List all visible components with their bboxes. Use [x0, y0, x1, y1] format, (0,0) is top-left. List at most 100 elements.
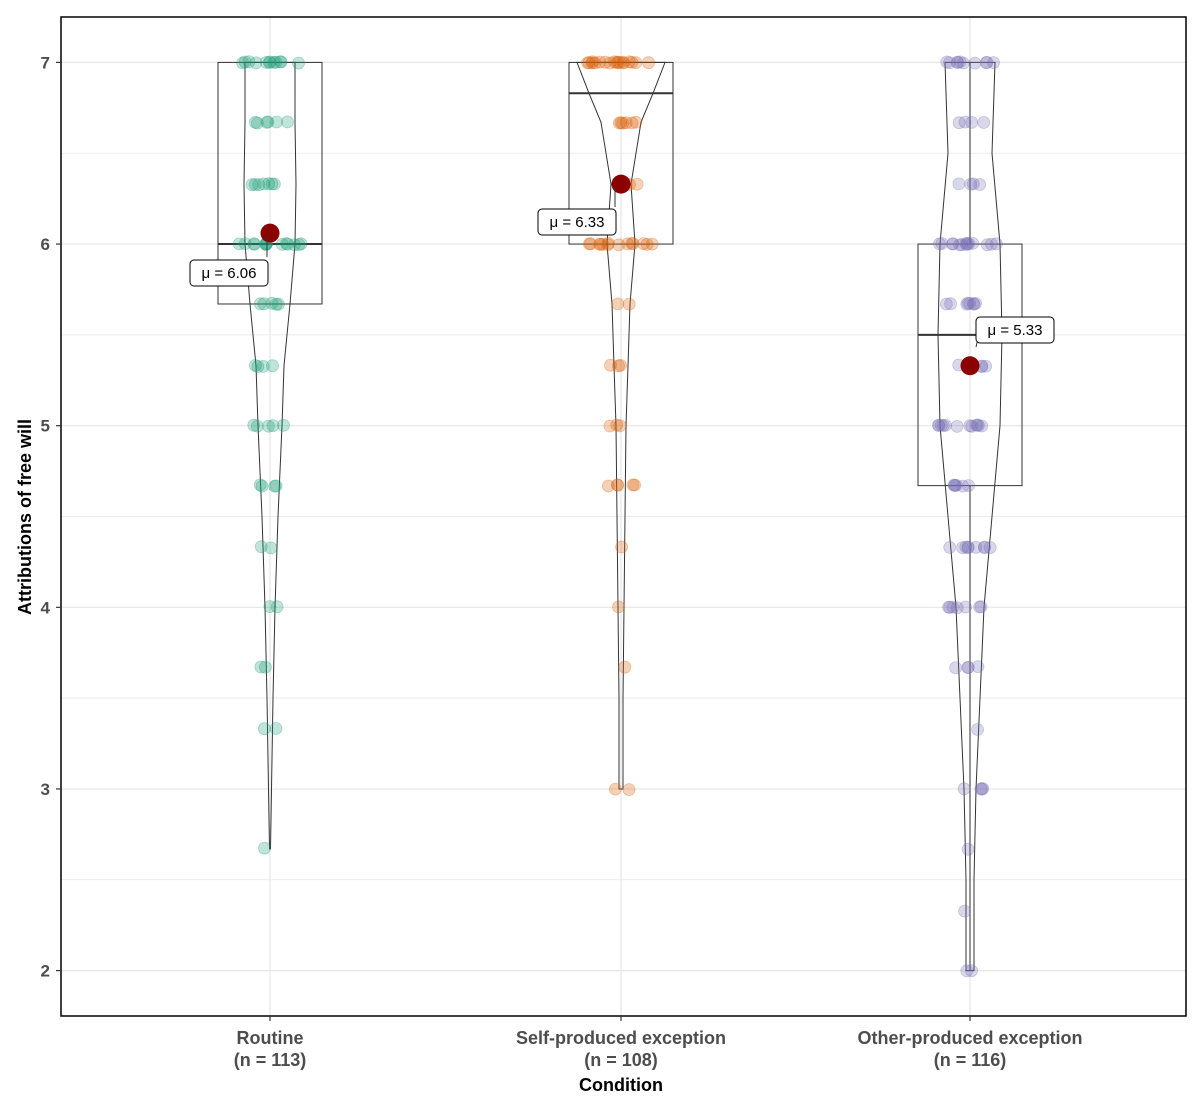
- y-tick-label: 7: [41, 53, 50, 72]
- data-point: [603, 419, 617, 433]
- mean-label-box: [537, 208, 617, 236]
- data-point: [275, 237, 289, 251]
- data-point: [953, 238, 966, 252]
- data-point: [611, 56, 625, 70]
- data-point: [958, 115, 972, 129]
- x-category-label: Routine: [237, 1028, 304, 1048]
- data-point: [611, 478, 625, 492]
- data-point: [267, 177, 281, 191]
- data-point: [263, 55, 277, 69]
- data-point: [269, 722, 283, 735]
- data-point: [601, 479, 615, 493]
- data-point: [943, 541, 957, 554]
- data-point: [612, 359, 625, 373]
- data-point: [966, 236, 980, 250]
- mean-label: μ = 6.33: [550, 214, 605, 231]
- data-point: [629, 115, 643, 129]
- data-point: [250, 116, 264, 130]
- data-point: [943, 600, 957, 614]
- mean-markers: [260, 174, 980, 376]
- data-point: [980, 238, 994, 252]
- data-point: [262, 177, 276, 191]
- x-category-n-label: (n = 116): [934, 1050, 1007, 1070]
- x-category-label: Other-produced exception: [857, 1028, 1082, 1048]
- data-point: [270, 600, 284, 614]
- data-point: [593, 237, 606, 251]
- data-point: [258, 660, 272, 674]
- data-point: [610, 55, 624, 69]
- data-point: [242, 55, 256, 69]
- data-point: [253, 478, 267, 492]
- data-point: [262, 419, 275, 433]
- data-point: [957, 56, 970, 70]
- box-2: [917, 243, 1023, 487]
- data-point: [990, 237, 1003, 251]
- data-point: [949, 661, 963, 675]
- data-point: [586, 55, 599, 69]
- data-point: [974, 782, 988, 796]
- data-point: [256, 359, 270, 373]
- data-point: [626, 237, 640, 250]
- data-point: [247, 418, 261, 432]
- data-point: [960, 238, 973, 252]
- data-point: [966, 177, 980, 191]
- data-point: [959, 236, 973, 250]
- data-point: [932, 418, 945, 432]
- data-point: [253, 297, 267, 311]
- data-point: [269, 55, 283, 69]
- data-point: [248, 178, 262, 191]
- data-point: [951, 55, 964, 69]
- data-point: [944, 297, 957, 311]
- data-point: [948, 479, 962, 492]
- data-point: [608, 55, 621, 69]
- data-point: [978, 540, 991, 554]
- data-point: [238, 55, 252, 69]
- data-point: [979, 359, 993, 373]
- data-point: [613, 55, 626, 69]
- data-point: [959, 540, 973, 554]
- data-point: [294, 237, 308, 251]
- data-point: [957, 782, 971, 796]
- data-point: [612, 238, 626, 252]
- data-point: [959, 600, 972, 614]
- x-category-label: Self-produced exception: [516, 1028, 726, 1048]
- data-point: [625, 237, 639, 250]
- data-point: [236, 56, 250, 70]
- data-point: [247, 237, 261, 251]
- data-point: [257, 722, 271, 736]
- data-point: [977, 116, 991, 129]
- data-point: [946, 237, 960, 251]
- data-point: [630, 177, 644, 191]
- data-point: [965, 964, 978, 978]
- data-point: [292, 56, 305, 70]
- data-point: [950, 601, 964, 615]
- data-point: [964, 177, 978, 191]
- data-point: [261, 115, 275, 129]
- data-point: [967, 297, 981, 311]
- data-point: [956, 479, 970, 493]
- data-point: [971, 723, 984, 736]
- data-point: [258, 841, 271, 855]
- data-point: [940, 297, 953, 311]
- data-point: [593, 55, 607, 69]
- data-point: [937, 419, 950, 432]
- data-point: [254, 660, 268, 674]
- data-point: [238, 237, 252, 251]
- data-point: [274, 55, 288, 69]
- data-point: [232, 237, 246, 251]
- data-point: [611, 297, 625, 311]
- data-point: [987, 56, 1000, 69]
- data-point: [969, 296, 982, 310]
- data-point: [263, 600, 277, 613]
- data-point: [596, 237, 610, 251]
- data-point: [969, 418, 983, 432]
- data-point: [963, 419, 977, 433]
- data-point: [935, 237, 949, 250]
- y-tick-label: 5: [41, 417, 50, 436]
- data-point: [961, 661, 975, 674]
- data-point: [614, 358, 627, 372]
- data-point: [585, 56, 599, 70]
- data-point: [612, 600, 625, 614]
- data-point: [961, 842, 975, 856]
- data-point: [292, 238, 306, 252]
